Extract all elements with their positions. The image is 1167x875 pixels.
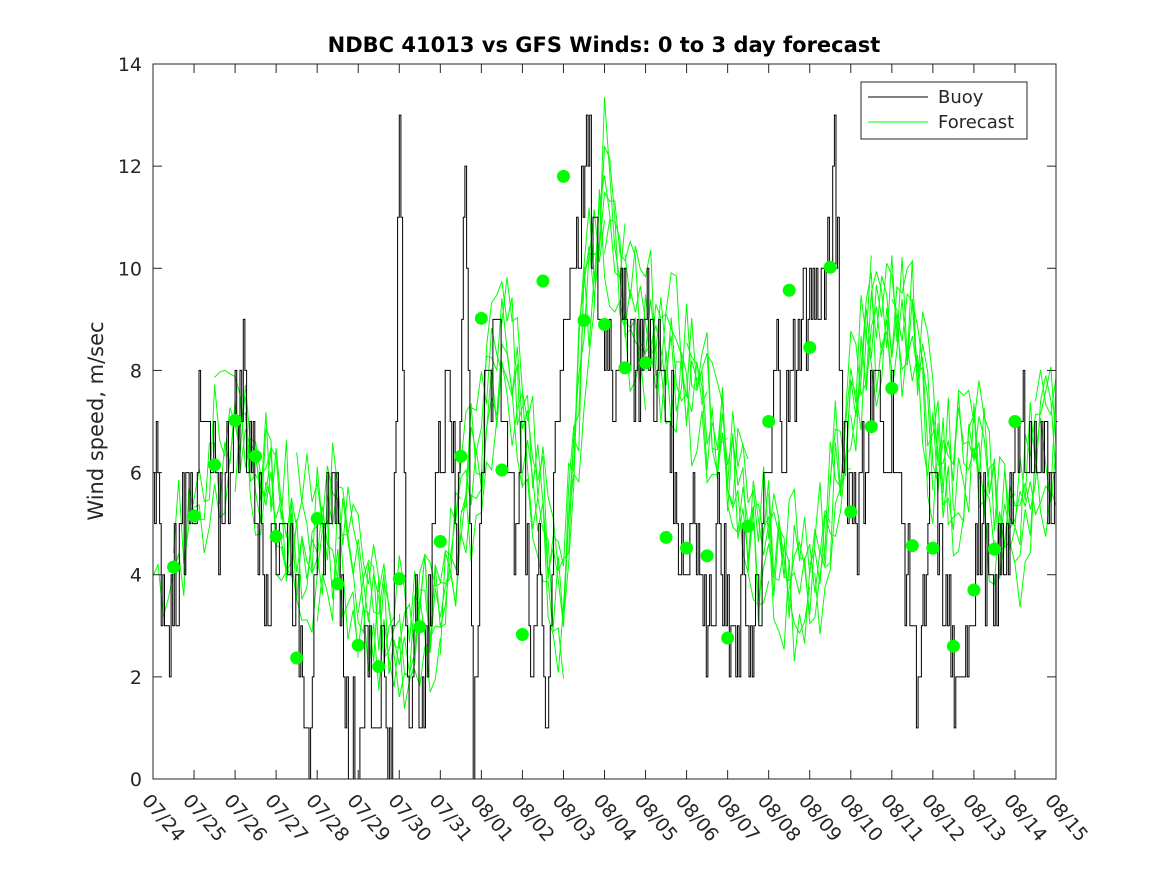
verification-point: [269, 529, 283, 543]
verification-point: [905, 539, 919, 553]
verification-point: [310, 512, 324, 526]
y-tick-label: 8: [130, 360, 142, 382]
forecast-line: [1035, 369, 1057, 416]
verification-point: [721, 631, 735, 645]
verification-point: [392, 572, 406, 586]
forecast-line: [829, 255, 954, 511]
y-tick-label: 4: [130, 565, 142, 587]
y-tick-label: 12: [118, 156, 142, 178]
forecast-line: [870, 259, 995, 516]
verification-point: [639, 356, 653, 370]
forecast-line: [973, 384, 1057, 543]
forecast-line: [378, 327, 503, 651]
y-tick-label: 6: [130, 463, 142, 485]
verification-point: [495, 463, 509, 477]
verification-point: [290, 651, 304, 665]
forecast-line: [604, 219, 728, 450]
verification-point: [454, 449, 468, 463]
verification-point: [700, 549, 714, 563]
verification-point: [331, 577, 345, 591]
forecast-line: [460, 279, 585, 627]
verification-point: [433, 535, 447, 549]
verification-point: [208, 458, 222, 472]
verification-point: [413, 620, 427, 634]
verification-point: [926, 541, 940, 555]
forecast-line: [398, 342, 523, 687]
forecast-line: [193, 396, 318, 600]
verification-point: [536, 274, 550, 288]
verification-point: [351, 638, 365, 652]
forecast-line: [788, 259, 913, 616]
buoy-series: [153, 114, 1058, 780]
forecast-line: [850, 298, 975, 557]
verification-points: [167, 169, 1022, 674]
forecast-line: [952, 366, 1057, 554]
forecast-line: [686, 342, 811, 635]
verification-point: [598, 317, 611, 331]
verification-point: [967, 583, 981, 597]
verification-point: [741, 519, 755, 533]
verification-point: [782, 283, 796, 297]
verification-point: [167, 560, 181, 574]
verification-point: [946, 639, 960, 653]
forecast-line: [747, 255, 872, 625]
verification-point: [228, 413, 242, 427]
verification-point: [864, 420, 878, 434]
buoy-line: [153, 114, 1058, 780]
verification-point: [762, 415, 776, 428]
verification-point: [249, 449, 263, 463]
verification-point: [618, 361, 632, 375]
y-tick-label: 0: [130, 769, 142, 791]
forecast-line: [357, 449, 482, 698]
forecast-line: [337, 491, 462, 675]
verification-point: [823, 260, 837, 274]
verification-point: [987, 542, 1001, 556]
plot-background: [153, 64, 1056, 779]
forecast-lines: [152, 97, 1057, 709]
forecast-line: [296, 442, 421, 663]
verification-point: [680, 541, 694, 555]
verification-point: [844, 505, 858, 519]
y-axis-ticks: 0 2 4 6 8 10 12 14: [118, 54, 1056, 791]
forecast-line: [542, 191, 667, 579]
legend-buoy-label: Buoy: [938, 87, 984, 108]
chart-title: NDBC 41013 vs GFS Winds: 0 to 3 day fore…: [328, 33, 881, 57]
verification-point: [577, 313, 591, 327]
legend: Buoy Forecast: [860, 81, 1028, 140]
forecast-line: [645, 344, 770, 606]
verification-point: [659, 530, 673, 544]
forecast-line: [768, 272, 893, 619]
verification-point: [187, 509, 201, 523]
forecast-line: [316, 497, 441, 709]
verification-point: [803, 340, 817, 354]
forecast-line: [665, 303, 790, 582]
y-tick-label: 10: [118, 258, 142, 280]
verification-point: [515, 627, 529, 641]
y-tick-label: 14: [118, 54, 142, 76]
legend-forecast-label: Forecast: [938, 112, 1014, 133]
verification-point: [885, 381, 899, 395]
forecast-line: [993, 375, 1057, 552]
verification-point: [1008, 415, 1022, 428]
y-tick-label: 2: [130, 667, 142, 689]
y-axis-label: Wind speed, m/sec: [84, 321, 108, 520]
legend-box: [860, 81, 1028, 140]
verification-point: [556, 169, 570, 183]
verification-point: [474, 311, 488, 325]
verification-point: [372, 660, 386, 674]
